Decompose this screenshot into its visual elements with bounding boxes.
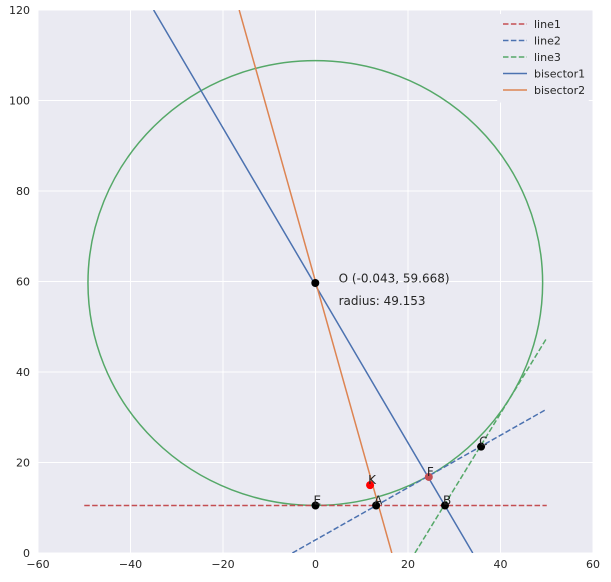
y-tick-label: 120 (9, 4, 30, 17)
x-tick-label: 0 (312, 558, 319, 571)
y-tick-label: 80 (16, 185, 30, 198)
series-line3 (414, 337, 548, 553)
point-B (441, 501, 449, 510)
legend-label-line3: line3 (534, 51, 561, 64)
x-tick-label: 40 (494, 558, 508, 571)
x-tick-label: −40 (119, 558, 142, 571)
legend-label-line1: line1 (534, 18, 561, 31)
legend-label-bisector2: bisector2 (534, 84, 585, 97)
y-tick-label: 100 (9, 95, 30, 108)
point-label-E: E (314, 493, 322, 507)
x-tick-label: 20 (401, 558, 415, 571)
point-K (366, 481, 375, 490)
point-center (311, 279, 320, 288)
y-tick-label: 40 (16, 366, 30, 379)
point-label-A: A (374, 493, 383, 507)
point-E (311, 501, 320, 510)
x-tick-label: −60 (26, 558, 49, 571)
y-tick-label: 60 (16, 276, 30, 289)
point-label-K: K (368, 473, 377, 487)
plot-content (84, 10, 548, 553)
x-tick-label: −20 (211, 558, 234, 571)
x-tick-label: 60 (586, 558, 600, 571)
legend-label-bisector1: bisector1 (534, 68, 585, 81)
point-label-B: B (443, 493, 451, 507)
series-line2 (292, 408, 548, 553)
y-tick-label: 0 (23, 547, 30, 560)
legend-label-line2: line2 (534, 35, 561, 48)
point-label-F: F (427, 465, 434, 479)
annotation-1: radius: 49.153 (339, 294, 426, 308)
annotation-0: O (-0.043, 59.668) (339, 272, 450, 286)
point-A (372, 501, 381, 510)
point-label-C: C (479, 435, 487, 449)
legend-box (497, 14, 589, 103)
y-tick-label: 20 (16, 457, 30, 470)
point-C (477, 442, 486, 451)
point-F (424, 472, 433, 481)
